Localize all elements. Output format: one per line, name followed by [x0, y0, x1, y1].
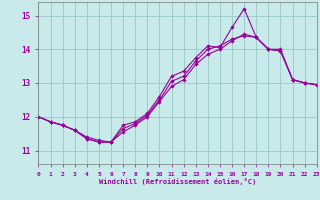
X-axis label: Windchill (Refroidissement éolien,°C): Windchill (Refroidissement éolien,°C): [99, 178, 256, 185]
